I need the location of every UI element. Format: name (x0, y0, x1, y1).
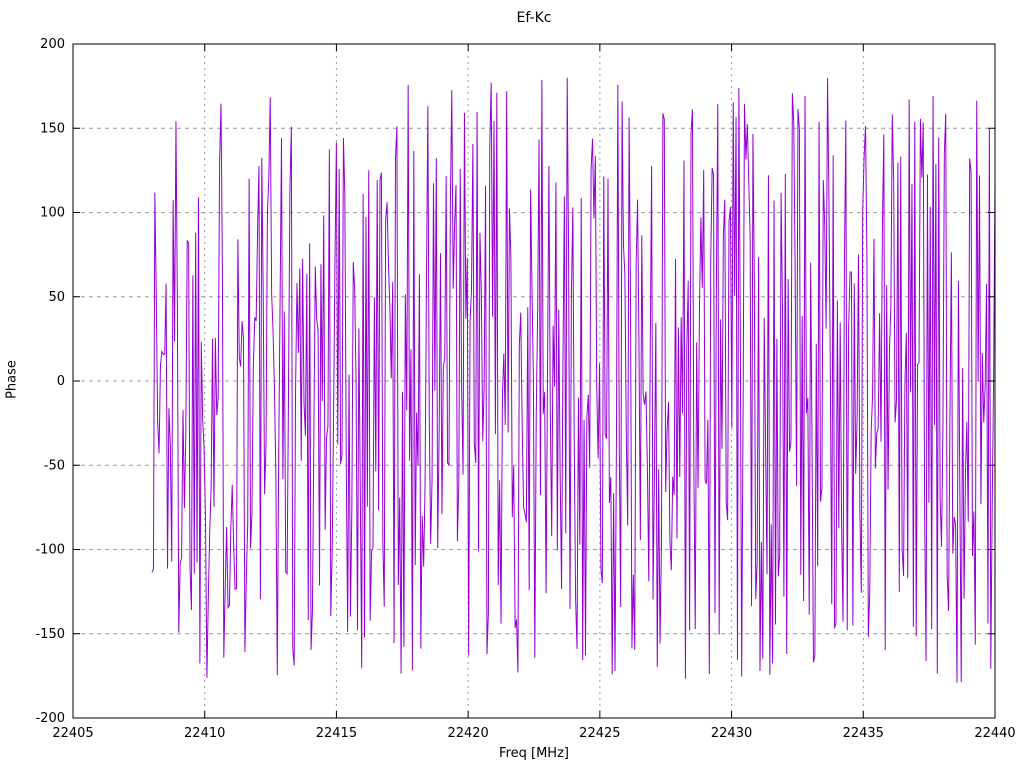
y-tick-label: -100 (35, 543, 65, 558)
x-tick-label: 22415 (316, 726, 357, 741)
chart-title: Ef-Kc (516, 10, 552, 26)
x-tick-label: 22405 (52, 726, 93, 741)
x-tick-label: 22420 (447, 726, 488, 741)
x-tick-label: 22435 (843, 726, 884, 741)
x-axis-label: Freq [MHz] (499, 746, 569, 761)
y-tick-label: -150 (35, 627, 65, 642)
y-tick-label: 50 (48, 290, 65, 305)
x-tick-label: 22410 (184, 726, 225, 741)
x-tick-label: 22440 (974, 726, 1015, 741)
y-tick-label: 200 (40, 37, 65, 52)
y-tick-label: -50 (44, 458, 65, 473)
y-tick-label: 100 (40, 206, 65, 221)
series-line-Ef-Kc (151, 77, 996, 683)
x-tick-label: 22425 (579, 726, 620, 741)
x-tick-label: 22430 (711, 726, 752, 741)
y-tick-label: 150 (40, 121, 65, 136)
y-tick-label: 0 (57, 374, 65, 389)
y-tick-label: -200 (35, 711, 65, 726)
